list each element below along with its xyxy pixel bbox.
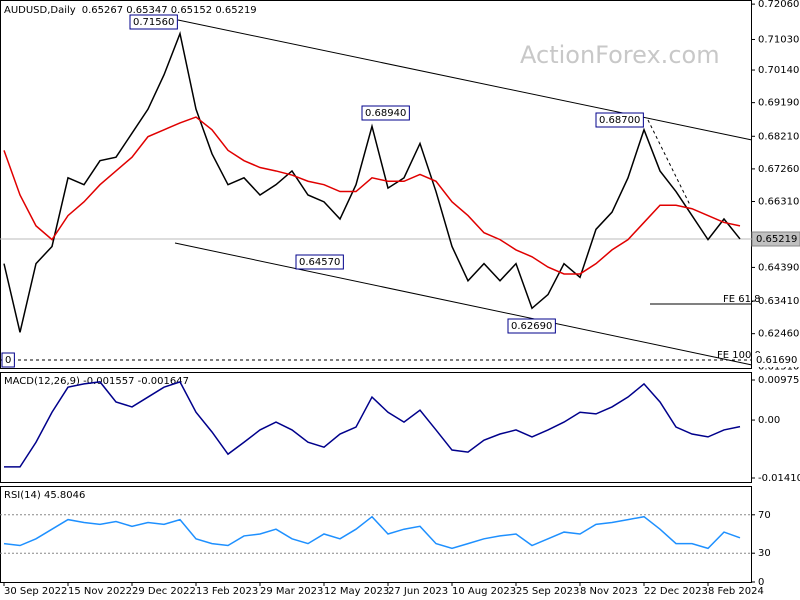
x-tick-label: 27 Jun 2023 xyxy=(388,586,448,597)
y-tick-label: 0.70140 xyxy=(758,65,799,76)
annotation-box xyxy=(1,352,15,368)
y-tick-label: 0.66310 xyxy=(758,197,799,208)
annotation: 0.62690 xyxy=(511,321,552,332)
y-tick-label: 0.71030 xyxy=(758,34,799,45)
annotation: FE 61.8 xyxy=(723,294,761,305)
macd-panel xyxy=(0,372,752,483)
price-label: 0.61690 xyxy=(756,355,797,366)
annotation: 0.64570 xyxy=(299,257,340,268)
series-line xyxy=(3,31,741,333)
y-tick-label: 0.63410 xyxy=(758,296,799,307)
x-tick-label: 29 Dec 2022 xyxy=(132,586,196,597)
x-tick-label: 25 Sep 2023 xyxy=(516,586,579,597)
annotation: 0.68700 xyxy=(599,115,640,126)
annotation-box xyxy=(129,14,178,30)
x-tick-label: 12 May 2023 xyxy=(324,586,389,597)
x-tick-label: 10 Aug 2023 xyxy=(452,586,516,597)
y-tick-label: 0.64390 xyxy=(758,262,799,273)
x-tick-label: 29 Mar 2023 xyxy=(260,586,323,597)
x-tick-label: 13 Feb 2023 xyxy=(196,586,258,597)
price-label-box xyxy=(751,231,800,247)
price-label: 0.65219 xyxy=(756,234,797,245)
watermark: ActionForex.com xyxy=(520,41,720,69)
x-tick-label: 30 Sep 2022 xyxy=(4,586,67,597)
y-tick-label: 0.009751 xyxy=(758,375,800,386)
y-tick-label: 0.67260 xyxy=(758,164,799,175)
rsi-title: RSI(14) 45.8046 xyxy=(4,490,85,501)
ohlc: 0.65267 0.65347 0.65152 0.65219 xyxy=(82,5,257,16)
annotation-box xyxy=(595,112,644,128)
series-line xyxy=(3,515,741,550)
channel-upper xyxy=(177,19,753,141)
y-tick-label: 30 xyxy=(758,548,771,559)
x-tick-label: 8 Nov 2023 xyxy=(580,586,638,597)
y-tick-label: 0.72060 xyxy=(758,0,799,10)
x-tick-label: 8 Feb 2024 xyxy=(708,586,764,597)
x-tick-label: 22 Dec 2023 xyxy=(644,586,708,597)
projection-line xyxy=(647,119,691,206)
y-tick-label: 0.62460 xyxy=(758,329,799,340)
annotation-box xyxy=(361,105,410,121)
symbol: AUDUSD,Daily xyxy=(4,5,76,16)
price-panel xyxy=(0,0,752,369)
rsi-panel xyxy=(0,486,752,583)
y-tick-label: 0.68210 xyxy=(758,131,799,142)
price-label-box xyxy=(752,353,800,367)
series-line xyxy=(4,380,741,468)
channel-lower xyxy=(174,242,753,366)
y-tick-label: 0.69190 xyxy=(758,98,799,109)
macd-title: MACD(12,26,9) -0.001557 -0.001647 xyxy=(4,376,189,387)
x-tick-label: 15 Nov 2022 xyxy=(68,586,132,597)
annotation-box xyxy=(295,254,344,270)
series-line xyxy=(3,116,741,275)
chart-title: AUDUSD,Daily 0.65267 0.65347 0.65152 0.65… xyxy=(4,5,257,16)
annotation: FE 100.0 xyxy=(717,350,761,361)
y-tick-label: 0 xyxy=(758,577,764,588)
y-tick-label: 0.00 xyxy=(758,415,780,426)
annotation: 0.68940 xyxy=(365,108,406,119)
annotation-box xyxy=(507,318,556,334)
y-tick-label: -0.014104 xyxy=(758,473,800,484)
annotation: 0.71560 xyxy=(133,17,174,28)
annotation: 0 xyxy=(5,355,11,366)
y-tick-label: 70 xyxy=(758,510,771,521)
